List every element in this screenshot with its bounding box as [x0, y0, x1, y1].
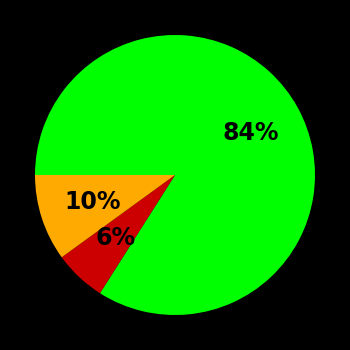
- Wedge shape: [35, 35, 315, 315]
- Text: 6%: 6%: [96, 226, 136, 250]
- Wedge shape: [62, 175, 175, 293]
- Text: 84%: 84%: [223, 121, 279, 145]
- Text: 10%: 10%: [64, 190, 121, 214]
- Wedge shape: [35, 175, 175, 257]
